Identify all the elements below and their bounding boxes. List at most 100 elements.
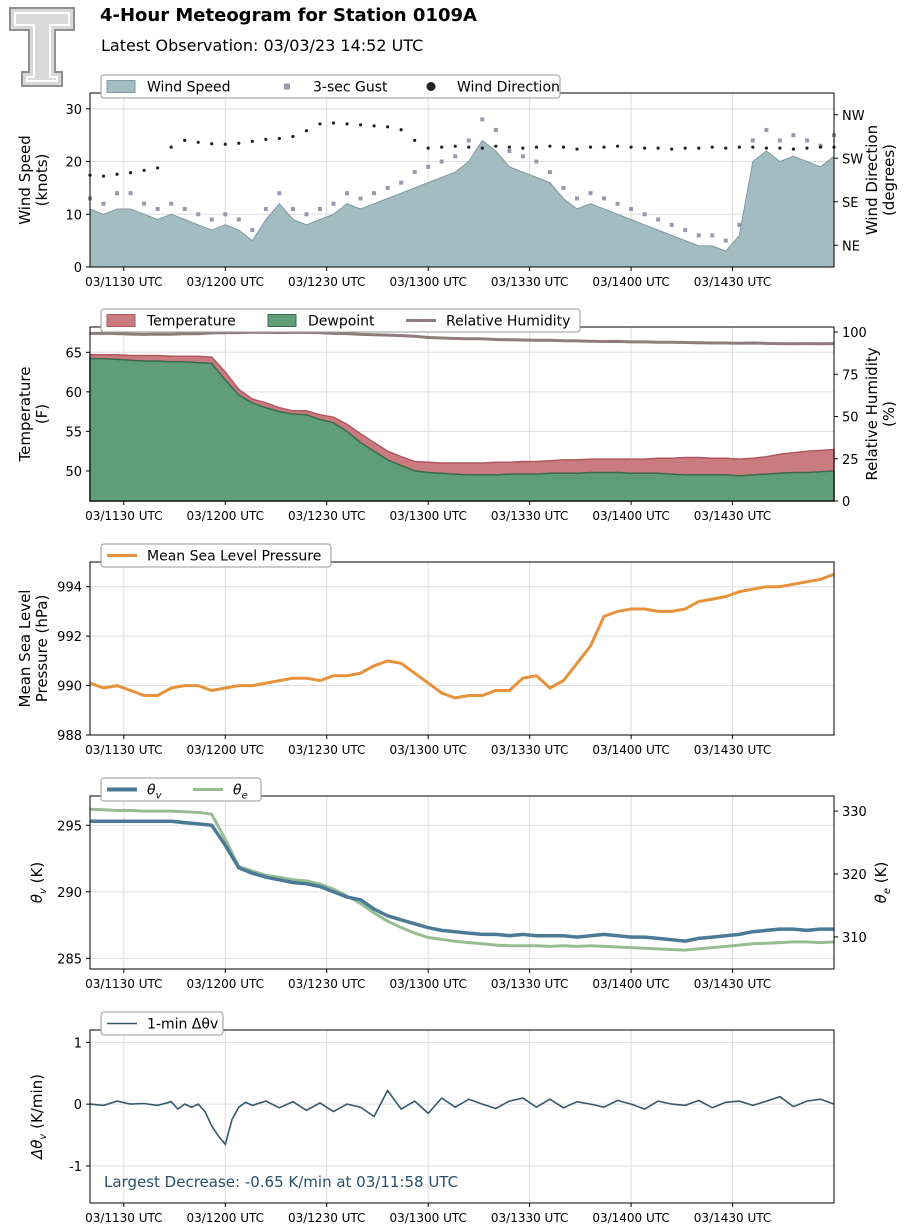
legend-swatch [426,82,436,91]
y-tick-label: 0 [74,261,82,276]
gust-point [331,201,336,206]
gust-point [656,217,661,222]
wind-direction-point [507,145,511,149]
plot-frame [89,1029,835,1204]
x-tick-label: 03/1300 UTC [389,1211,466,1225]
x-tick-label: 03/1330 UTC [491,1211,568,1225]
wind-direction-point [358,123,363,127]
wind-direction-point [548,144,552,148]
legend-swatch [106,314,136,327]
x-tick-label: 03/1300 UTC [389,977,466,991]
y2-axis-label: Wind Direction(degrees) [863,125,898,235]
gust-point [466,138,471,143]
delta-theta-line [89,1088,835,1146]
wind-direction-point [453,144,457,148]
x-tick-label: 03/1430 UTC [694,1211,771,1225]
x-tick-label: 03/1130 UTC [85,509,162,523]
gust-point [723,238,728,243]
wind-direction-point [602,145,606,149]
gust-point [115,191,120,196]
wind-direction-point [643,146,647,150]
wind-direction-point [196,140,200,144]
gust-point [223,212,228,217]
mslp-line [89,572,835,700]
legend-box [100,74,561,99]
wind-direction-point [588,145,593,149]
wind-direction-point [345,122,349,126]
y2-tick-label: 100 [842,326,867,341]
gust-point [480,117,485,122]
y-tick-label: 0 [74,1098,82,1113]
y2-tick-label: 50 [842,411,859,426]
gust-point [642,212,647,217]
x-tick-label: 03/1200 UTC [187,977,264,991]
wind-direction-point [656,146,660,150]
gust-point [710,233,715,238]
gust-point [412,170,417,175]
y-tick-label: 994 [57,581,82,596]
y-tick-label: 285 [57,952,82,967]
wind-direction-point [521,146,525,150]
wind-direction-point [629,145,633,149]
theta-v-line [90,819,834,943]
x-tick-label: 03/1430 UTC [694,509,771,523]
y-tick-label: 60 [65,386,82,401]
x-tick-label: 03/1130 UTC [85,977,162,991]
x-tick-label: 03/1230 UTC [288,275,365,289]
theta-e-line [89,807,835,952]
wind-direction-point [561,145,566,149]
gust-point [602,196,607,201]
wind-direction-point [169,145,173,149]
wind-direction-point [399,128,403,132]
y2-tick-label: SE [842,196,858,211]
gust-point [737,222,742,227]
legend-label: Wind Direction [457,80,560,96]
wind-direction-point [467,145,471,149]
x-tick-label: 03/1330 UTC [491,275,568,289]
gust-point [750,138,755,143]
x-tick-label: 03/1200 UTC [187,743,264,757]
wind-direction-point [751,145,755,149]
wind-direction-point [250,139,254,143]
x-tick-label: 03/1230 UTC [288,743,365,757]
wind-direction-point [615,144,620,148]
gust-point [142,201,147,206]
wind-direction-point [142,168,146,172]
y-axis-label: Mean Sea LevelPressure (hPa) [16,590,51,708]
y2-tick-label: 75 [842,368,859,383]
wind-direction-point [156,166,160,170]
gust-point [507,149,512,153]
gust-point [358,196,363,201]
y-axis-label: Temperature(F) [16,366,51,462]
wind-direction-point [264,137,268,141]
wind-direction-point [778,146,782,150]
theta-panel: 03/1130 UTC 03/1200 UTC 03/1230 UTC 03/1300… [28,777,893,991]
wind-direction-point [764,146,768,150]
wind-direction-point [791,147,796,151]
gust-point [547,170,552,175]
wind-direction-point [426,146,430,150]
gust-point [777,138,782,143]
legend-label: Mean Sea Level Pressure [147,549,321,565]
x-tick-label: 03/1430 UTC [694,275,771,289]
wind-direction-point [710,145,714,149]
y-tick-label: 988 [57,729,82,744]
legend-label: Wind Speed [147,80,231,96]
x-tick-label: 03/1230 UTC [288,977,365,991]
x-tick-label: 03/1400 UTC [592,275,669,289]
legend-label: 1-min Δθv [147,1017,218,1033]
x-tick-label: 03/1400 UTC [592,509,669,523]
y-axis-label: Δθv (K/min) [28,1074,49,1160]
dewpoint-area [89,357,835,502]
x-tick-label: 03/1400 UTC [592,1211,669,1225]
y2-tick-label: 310 [842,931,867,946]
legend-label: θv [147,783,163,802]
x-tick-label: 03/1430 UTC [694,743,771,757]
legend-box [100,777,262,802]
y-tick-label: 990 [57,680,82,695]
legend-swatch [267,314,297,327]
x-tick-label: 03/1200 UTC [187,1211,264,1225]
wind-direction-point [183,138,187,142]
gust-point [399,180,404,185]
